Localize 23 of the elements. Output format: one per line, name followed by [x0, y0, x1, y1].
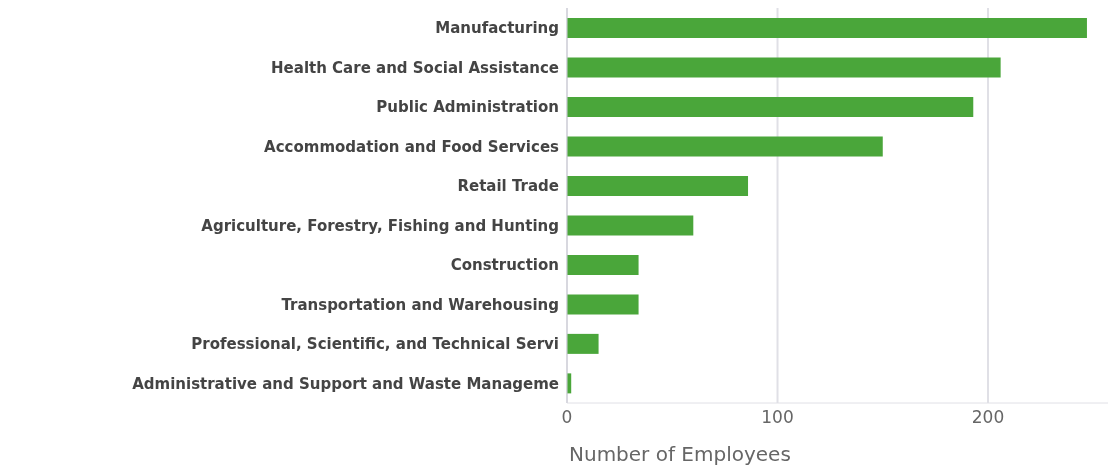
bar: [567, 136, 883, 157]
y-tick-label: Construction: [450, 256, 559, 275]
y-tick-label: Accommodation and Food Services: [264, 137, 560, 156]
y-tick-label: Professional, Scientific, and Technical Servi: [191, 335, 559, 354]
y-tick-label: Transportation and Warehousing: [281, 295, 559, 314]
y-tick-label: Administrative and Support and Waste Manageme: [132, 374, 559, 393]
y-tick-label: Retail Trade: [457, 177, 559, 196]
bar: [567, 294, 639, 315]
y-tick-label: Health Care and Social Assistance: [271, 58, 559, 77]
y-tick-label: Public Administration: [376, 98, 559, 117]
bar: [567, 215, 694, 236]
bar: [567, 333, 599, 354]
bar: [567, 57, 1001, 78]
bar: [567, 254, 639, 275]
x-axis-title: Number of Employees: [569, 442, 791, 466]
y-tick-label: Manufacturing: [435, 19, 559, 38]
y-tick-label: Agriculture, Forestry, Fishing and Hunting: [201, 216, 559, 235]
x-tick-label: 100: [761, 407, 794, 428]
bar: [567, 17, 1087, 38]
bar: [567, 96, 974, 117]
x-tick-label: 200: [971, 407, 1005, 428]
bar: [567, 175, 749, 196]
x-tick-label: 0: [561, 407, 573, 428]
